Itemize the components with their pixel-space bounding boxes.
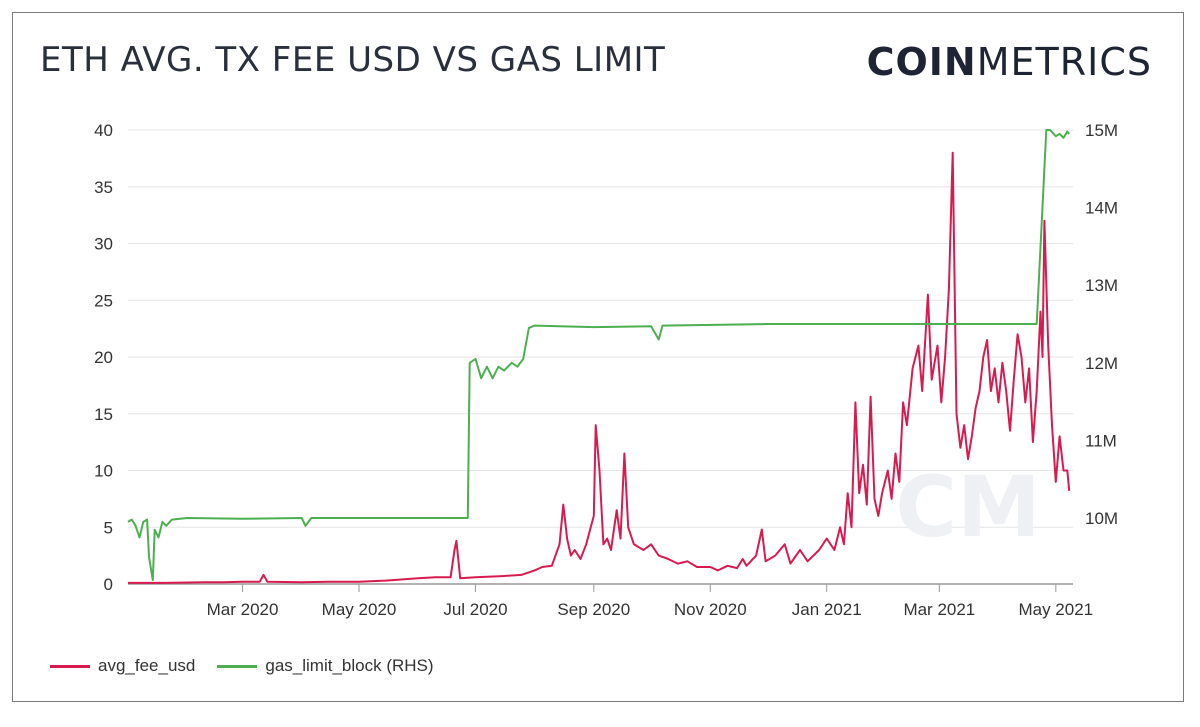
y-left-tick-label: 35 [94, 178, 113, 197]
y-left-tick-label: 20 [94, 348, 113, 367]
legend-label-gas: gas_limit_block (RHS) [265, 656, 434, 675]
y-left-tick-label: 30 [94, 235, 113, 254]
legend: avg_fee_usd gas_limit_block (RHS) [50, 656, 456, 676]
y-right-tick-label: 14M [1085, 199, 1118, 218]
y-left-tick-label: 5 [104, 518, 113, 537]
logo-light-text: METRICS [976, 40, 1152, 84]
legend-swatch-gas [217, 664, 258, 668]
x-tick-label: Jul 2020 [443, 600, 507, 619]
y-left-tick-label: 25 [94, 291, 113, 310]
y-right-tick-label: 10M [1085, 509, 1118, 528]
watermark: CM [895, 458, 1040, 556]
legend-label-fee: avg_fee_usd [98, 656, 196, 675]
y-right-tick-label: 15M [1085, 121, 1118, 140]
gas-series-line [127, 129, 1070, 582]
x-tick-label: Mar 2021 [903, 600, 975, 619]
legend-swatch-fee [50, 664, 90, 668]
logo-bold-text: COIN [866, 40, 977, 84]
legend-item-fee[interactable]: avg_fee_usd [50, 656, 195, 676]
x-tick-label: May 2020 [322, 600, 397, 619]
x-tick-label: Mar 2020 [207, 600, 279, 619]
y-left-tick-label: 40 [94, 121, 113, 140]
x-tick-label: Nov 2020 [674, 600, 747, 619]
y-left-tick-label: 15 [94, 405, 113, 424]
y-right-tick-label: 11M [1085, 431, 1117, 450]
fee-series-line [128, 151, 1071, 584]
y-left-tick-label: 0 [104, 575, 113, 594]
y-right-tick-label: 12M [1085, 354, 1118, 373]
axes: 0 5 10 15 20 25 30 35 40 10M 11M 12M 13M 14M 15M Mar 20… [94, 121, 1118, 619]
series-lines [127, 129, 1071, 584]
y-left-tick-label: 10 [94, 462, 113, 481]
legend-item-gas[interactable]: gas_limit_block (RHS) [217, 656, 434, 676]
brand-logo: COINMETRICS [867, 40, 1152, 84]
x-tick-label: Jan 2021 [792, 600, 862, 619]
x-tick-label: May 2021 [1018, 600, 1093, 619]
chart-title: ETH AVG. TX FEE USD VS GAS LIMIT [40, 40, 666, 80]
y-right-tick-label: 13M [1085, 276, 1118, 295]
x-tick-label: Sep 2020 [557, 600, 630, 619]
